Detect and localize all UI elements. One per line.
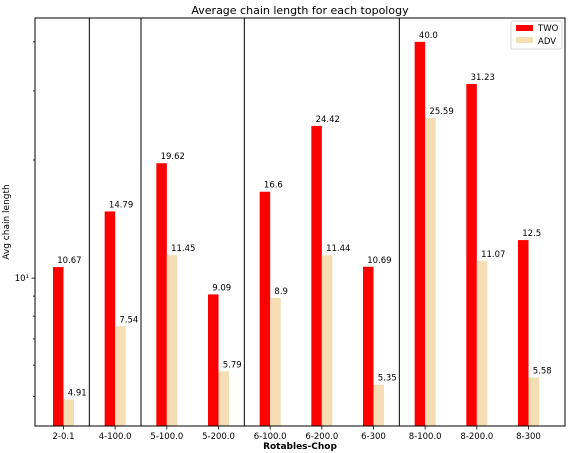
data-label-adv: 4.91 [68,388,87,398]
bar-adv [476,260,488,426]
legend-swatch-adv [516,37,533,43]
bar-adv [528,377,539,426]
x-tick-label: 6-300 [361,432,386,442]
bar-two [311,125,322,426]
x-tick-label: 2-0.1 [53,432,75,442]
legend: TWO ADV [510,20,563,50]
bar-two [363,266,374,426]
legend-label-two: TWO [537,24,559,34]
data-label-adv: 11.44 [326,244,350,254]
data-label-adv: 25.59 [429,107,453,117]
data-label-two: 10.69 [367,256,391,266]
data-label-two: 10.67 [57,256,81,266]
data-label-two: 16.6 [264,181,283,191]
x-tick-label: 4-100.0 [99,432,132,442]
data-label-two: 24.42 [316,115,340,125]
plot-frame [34,17,566,427]
data-label-adv: 5.58 [533,367,552,377]
bar-two [466,84,477,427]
x-tick-label: 8-300 [516,432,541,442]
bar-adv [373,384,384,426]
bar-adv [425,117,436,426]
bar-adv [218,371,229,426]
data-label-adv: 5.79 [223,360,242,370]
bar-adv [166,255,178,426]
bar-two [414,41,426,426]
chart-title: Average chain length for each topology [191,4,409,17]
legend-label-adv: ADV [538,37,556,47]
data-label-two: 12.5 [522,229,541,239]
bar-adv [270,297,281,426]
x-axis-label: Rotables-Chop [263,442,337,452]
x-tick-label: 8-100.0 [409,432,442,442]
data-label-adv: 11.07 [481,250,505,260]
data-label-adv: 8.9 [274,287,288,297]
x-tick-label: 6-100.0 [254,432,287,442]
bar-adv [321,255,333,426]
bar-two [53,267,64,426]
bar-adv [63,399,74,426]
data-label-adv: 11.45 [171,244,195,254]
bar-two [518,240,529,426]
x-tick-label: 8-200.0 [460,432,493,442]
data-label-adv: 5.35 [378,374,397,384]
bar-two [208,294,219,426]
bar-adv [115,326,126,426]
y-tick-label: 10¹ [15,274,29,284]
x-tick-label: 5-100.0 [150,432,183,442]
x-tick-label: 6-200.0 [305,432,338,442]
bar-two [156,163,167,427]
plot-area: 10.67 14.79 19.62 9.09 16.6 24.42 10.69 40.0 31.… [15,18,552,442]
data-label-adv: 7.54 [119,315,138,325]
bar-two [259,191,271,426]
data-label-two: 31.23 [471,73,495,83]
bar-two [104,211,116,426]
data-label-two: 9.09 [212,283,231,293]
data-label-two: 19.62 [161,152,185,162]
data-label-two: 40.0 [419,31,438,41]
y-axis-label: Avg chain length [2,184,12,259]
data-label-two: 14.79 [109,200,133,210]
x-tick-label: 5-200.0 [202,432,235,442]
legend-swatch-two [516,25,533,31]
